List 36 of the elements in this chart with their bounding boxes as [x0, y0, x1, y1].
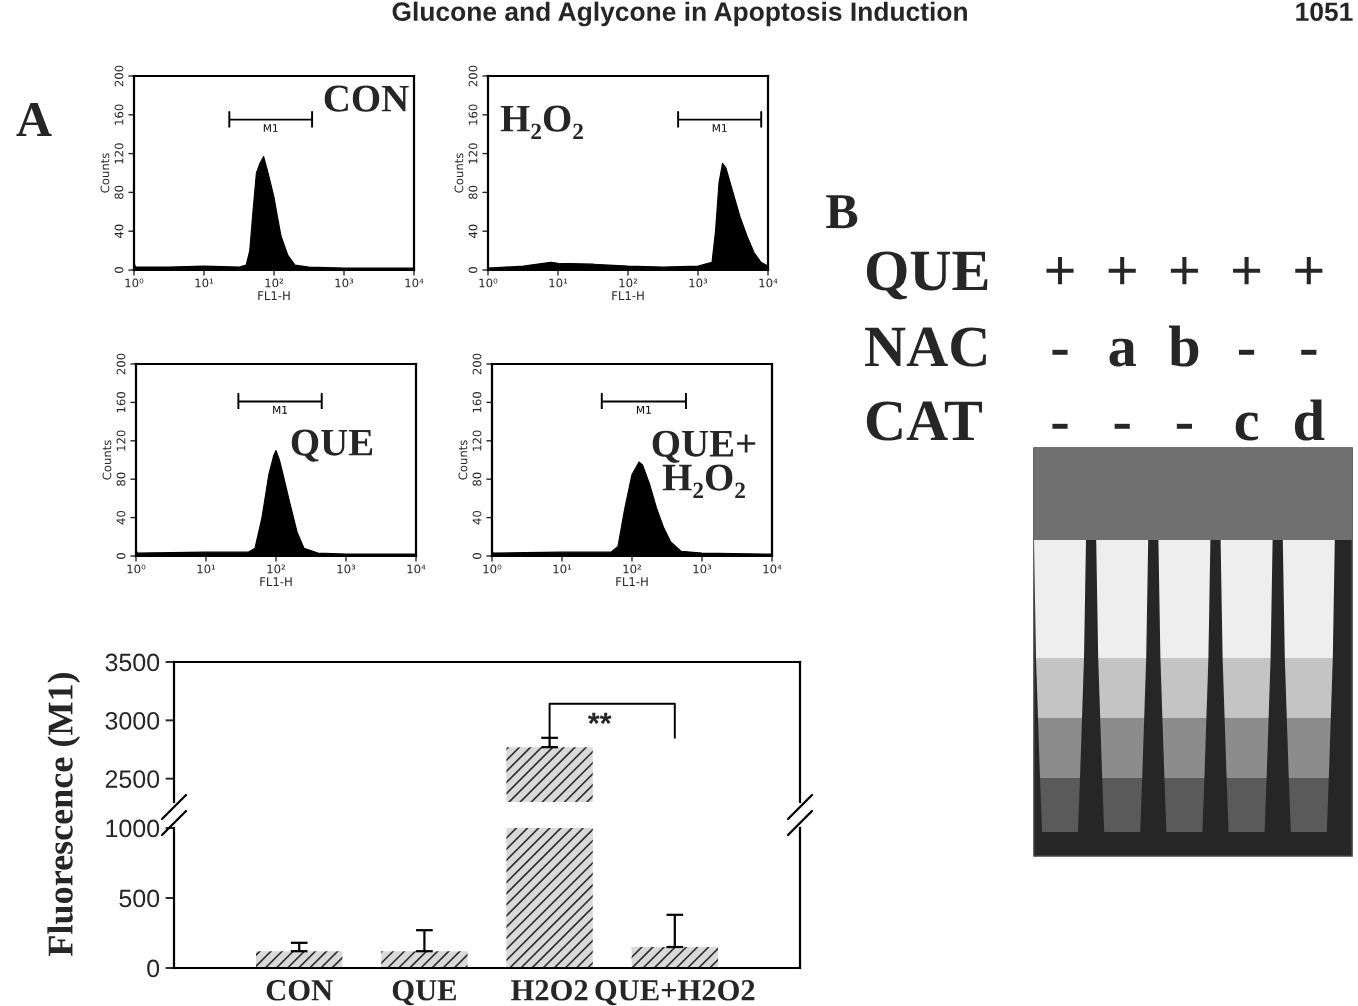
text: NAC [865, 327, 986, 367]
text: c [1235, 412, 1259, 441]
annotation: QUE+ H₂O₂ [652, 430, 756, 499]
text: + [1170, 257, 1198, 285]
y-tick-label: 3500 [105, 653, 160, 672]
x-tick-label: H2O2 [511, 980, 588, 1001]
x-tick-label: CON [266, 980, 333, 1001]
text: B [826, 195, 858, 229]
y-tick-label: 500 [119, 889, 160, 908]
y-tick-label: 3000 [105, 711, 160, 730]
x-tick-label: QUE [392, 980, 456, 1006]
text: - [1114, 423, 1130, 429]
text: Glucone and Aglycone in Apoptosis Induction [392, 1, 967, 27]
text: - [1176, 423, 1192, 429]
y-axis-title: Fluorescence (M1) [47, 673, 81, 956]
text: b [1168, 325, 1199, 367]
annotation: H₂O₂ [500, 105, 583, 140]
y-tick-label: 1000 [106, 819, 160, 838]
annotation: QUE [291, 429, 373, 462]
y-tick-label: 0 [147, 959, 160, 978]
text: d [1294, 399, 1325, 441]
text: - [1239, 349, 1255, 355]
text: - [1301, 349, 1317, 355]
text: A [16, 103, 52, 137]
annotation: CON [324, 85, 409, 112]
text: + [1046, 257, 1074, 285]
text: a [1109, 338, 1136, 367]
text: + [1233, 257, 1261, 285]
x-tick-label: QUE+H2O2 [595, 980, 755, 1006]
text: CAT [866, 401, 982, 441]
text: 1051 [1296, 2, 1353, 22]
text: - [1052, 349, 1068, 355]
y-tick-label: 2500 [105, 770, 160, 788]
text: - [1052, 423, 1068, 429]
text: + [1295, 257, 1323, 285]
text: + [1108, 257, 1136, 285]
